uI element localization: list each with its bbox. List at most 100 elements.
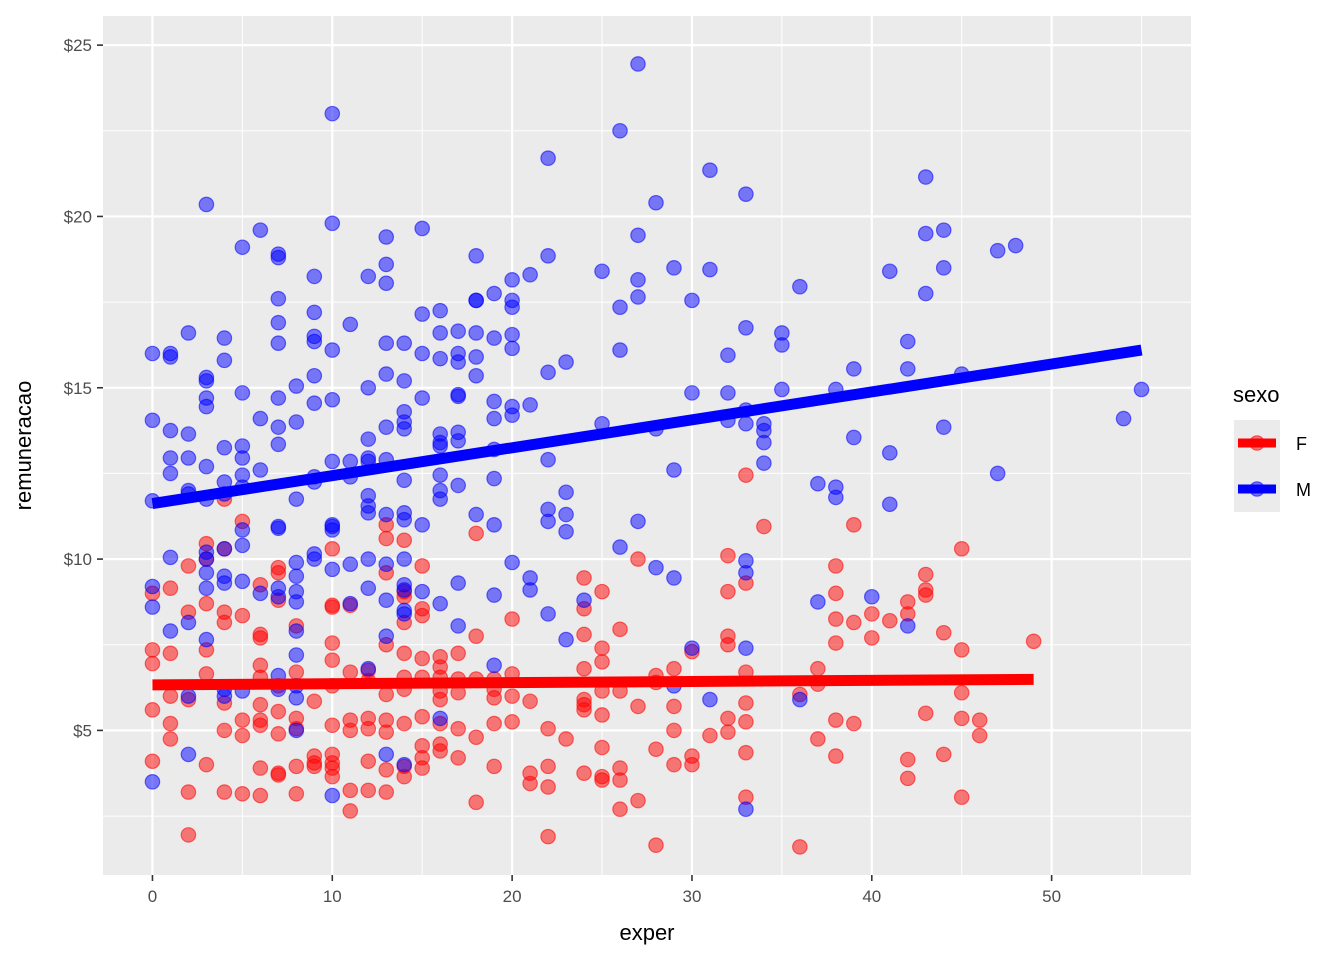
data-point-m: [612, 342, 628, 358]
data-point-m: [288, 378, 305, 394]
data-point-m: [180, 325, 197, 341]
data-point-m: [1133, 381, 1150, 398]
data-point-f: [630, 792, 646, 809]
data-point-m: [306, 268, 323, 285]
data-point-m: [720, 385, 736, 401]
data-point-m: [414, 220, 431, 237]
data-point-f: [810, 731, 826, 747]
data-point-f: [846, 715, 862, 732]
data-point-m: [270, 436, 287, 453]
data-point-m: [378, 419, 395, 435]
data-point-f: [504, 688, 520, 704]
data-point-f: [971, 727, 988, 744]
legend-title: sexo: [1233, 382, 1279, 407]
data-point-f: [360, 782, 377, 799]
data-point-m: [378, 335, 395, 352]
data-point-m: [630, 513, 646, 530]
data-point-m: [162, 349, 179, 365]
data-point-f: [504, 611, 520, 627]
data-point-m: [756, 434, 772, 451]
data-point-f: [180, 558, 197, 574]
data-point-m: [935, 419, 952, 435]
data-point-m: [702, 162, 718, 178]
data-point-m: [558, 523, 574, 540]
data-point-m: [702, 261, 718, 278]
data-point-m: [612, 122, 628, 139]
data-point-f: [935, 624, 952, 641]
data-point-f: [899, 770, 916, 787]
data-point-f: [216, 614, 233, 631]
data-point-f: [720, 583, 736, 600]
y-tick-label: $5: [73, 721, 92, 740]
data-point-m: [594, 263, 610, 280]
data-point-m: [180, 450, 197, 466]
data-point-m: [917, 169, 934, 185]
data-point-m: [432, 438, 448, 454]
data-point-m: [396, 373, 413, 389]
data-point-f: [450, 720, 466, 737]
data-point-f: [666, 756, 682, 773]
data-point-m: [234, 522, 251, 538]
data-point-m: [540, 364, 556, 381]
data-point-f: [234, 785, 251, 802]
data-point-m: [414, 390, 431, 406]
data-point-m: [522, 266, 538, 283]
data-point-f: [576, 570, 592, 586]
data-point-f: [288, 758, 305, 775]
data-point-m: [234, 239, 251, 256]
data-point-m: [180, 614, 197, 631]
x-tick-label: 0: [148, 887, 157, 906]
data-point-f: [576, 765, 592, 782]
data-point-m: [666, 260, 682, 276]
data-point-m: [378, 592, 395, 609]
y-tick-label: $25: [64, 36, 92, 55]
data-point-m: [252, 462, 269, 478]
data-point-m: [288, 568, 305, 585]
data-point-f: [162, 731, 179, 747]
data-point-m: [522, 582, 538, 598]
data-point-m: [324, 453, 341, 470]
data-point-m: [288, 414, 305, 430]
data-point-f: [738, 714, 754, 730]
data-point-f: [234, 727, 251, 744]
data-point-m: [522, 397, 538, 413]
y-axis-title: remuneracao: [11, 381, 36, 511]
data-point-f: [953, 789, 970, 806]
data-point-f: [306, 758, 323, 775]
data-point-m: [450, 388, 466, 405]
data-point-f: [432, 691, 448, 708]
data-point-f: [198, 595, 215, 612]
data-point-m: [504, 272, 520, 288]
data-point-m: [234, 573, 251, 590]
data-point-f: [486, 690, 502, 706]
data-point-f: [252, 787, 269, 804]
data-point-f: [306, 693, 323, 710]
data-point-m: [378, 275, 395, 292]
data-point-m: [162, 465, 179, 482]
data-point-m: [558, 506, 574, 523]
data-point-f: [863, 606, 880, 622]
data-point-m: [738, 415, 754, 432]
data-point-f: [162, 580, 179, 597]
data-point-f: [324, 652, 341, 668]
data-point-f: [144, 753, 161, 770]
data-point-m: [270, 290, 287, 307]
data-point-m: [288, 491, 305, 507]
data-point-f: [162, 645, 179, 662]
data-point-m: [504, 340, 520, 357]
data-point-f: [234, 607, 251, 624]
trend-line-m: [151, 344, 1143, 510]
data-point-f: [953, 710, 970, 727]
data-point-m: [684, 640, 700, 656]
data-point-m: [989, 465, 1006, 482]
data-point-f: [396, 645, 413, 662]
data-point-m: [432, 467, 448, 483]
data-point-m: [378, 366, 395, 382]
data-point-m: [684, 292, 700, 309]
data-point-f: [342, 803, 359, 819]
data-point-m: [396, 606, 413, 622]
data-point-f: [828, 558, 844, 574]
data-point-f: [198, 666, 215, 682]
data-point-f: [953, 642, 970, 658]
data-point-f: [234, 712, 251, 728]
